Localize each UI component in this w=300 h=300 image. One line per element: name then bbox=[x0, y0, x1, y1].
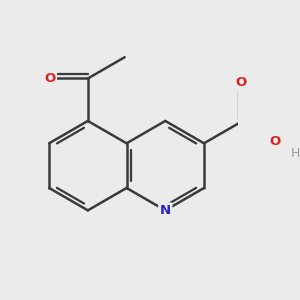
Text: O: O bbox=[269, 135, 281, 148]
Text: N: N bbox=[160, 204, 171, 217]
Text: O: O bbox=[235, 76, 246, 89]
Text: H: H bbox=[290, 147, 300, 160]
Text: O: O bbox=[44, 72, 56, 85]
